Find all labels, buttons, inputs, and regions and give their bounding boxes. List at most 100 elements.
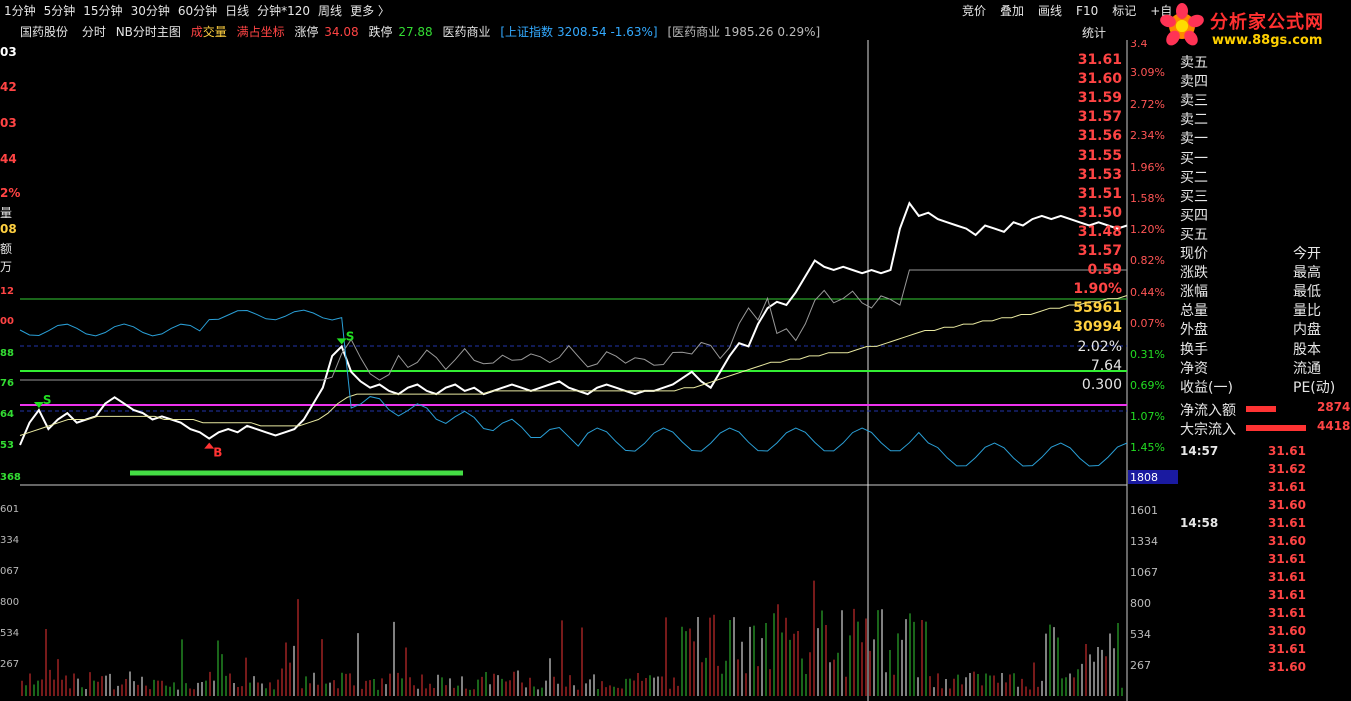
pct-tick-8: 0.44% (1130, 286, 1165, 299)
tick-price: 31.61 (1268, 444, 1306, 458)
tick-time: 14:57 (1180, 444, 1219, 458)
site-logo (1160, 3, 1204, 46)
left-vol-value: 08 (0, 222, 17, 236)
period-tab-2[interactable]: 15分钟 (83, 4, 123, 18)
menu-item-0[interactable]: 竞价 (962, 4, 987, 18)
signal-label-1: B (213, 446, 222, 460)
left-lower-label-3: 76 (0, 378, 14, 389)
left-vol-tick-2: 067 (0, 566, 20, 577)
index-line (19, 309, 1128, 467)
quote-row-right: 最高 (1293, 265, 1321, 282)
quote-row-label: 总量 (1180, 303, 1208, 320)
stats-button[interactable]: 统计 (1082, 26, 1107, 40)
flow-value: 2874 (1317, 400, 1351, 414)
menu-item-2[interactable]: 画线 (1038, 4, 1063, 18)
quote-row-label: 买一 (1180, 150, 1208, 167)
quote-row-value: 0.59 (1087, 262, 1122, 279)
quote-row-value: 31.56 (1077, 128, 1122, 145)
menu-item-4[interactable]: 标记 (1112, 4, 1137, 18)
price-series-0 (19, 201, 1128, 446)
tick-time: 14:58 (1180, 516, 1219, 530)
left-vol-tick-0: 601 (0, 504, 20, 515)
tick-price: 31.60 (1268, 624, 1306, 638)
volume-label[interactable]: 成交量 (191, 25, 227, 39)
period-tab-8[interactable]: 更多 〉 (350, 4, 390, 18)
period-tab-4[interactable]: 60分钟 (177, 4, 218, 18)
quote-row-right: 量比 (1293, 303, 1321, 320)
quote-row-label: 现价 (1180, 246, 1208, 262)
avg-line (20, 269, 1127, 381)
period-tab-3[interactable]: 30分钟 (130, 4, 170, 18)
period-tab-1[interactable]: 5分钟 (43, 4, 76, 18)
left-vol-tick-1: 334 (0, 535, 20, 546)
menu-item-5[interactable]: +自 (1150, 4, 1173, 18)
logo-name: 分析家公式网 (1210, 12, 1324, 33)
volume-scale-label: 1808 (1130, 471, 1158, 484)
flow-label: 净流入额 (1180, 403, 1236, 419)
right-menu: 竞价 叠加 画线 F10 标记 +自 (962, 2, 1186, 19)
index-value: 3208.54 -1.63%] (557, 25, 658, 39)
pct-tick-1: 3.09% (1130, 66, 1165, 79)
quote-row-value: 31.59 (1077, 90, 1122, 107)
period-tab-7[interactable]: 周线 (318, 4, 343, 18)
volume-tick-0: 1601 (1130, 504, 1158, 517)
pct-tick-5: 1.58% (1130, 192, 1165, 205)
quote-row-label: 外盘 (1180, 322, 1208, 339)
volume-label-a: 成 (190, 25, 203, 39)
pct-tick-9: 0.07% (1130, 317, 1165, 330)
quote-row-value: 31.55 (1077, 147, 1122, 164)
quote-row-label: 卖二 (1180, 112, 1208, 129)
left-price-label-1: 42 (0, 80, 17, 94)
signal-label-2: S (43, 393, 52, 407)
quote-row-value: 7.64 (1090, 357, 1122, 374)
sector-value: [医药商业 1985.26 0.29%] (667, 25, 821, 39)
menu-item-3[interactable]: F10 (1076, 4, 1099, 18)
pct-tick-3: 2.34% (1130, 129, 1165, 142)
info-bar: 国药股份 分时 NB分时主图 成交量 满占坐标 涨停 34.08 跌停 27.8… (20, 23, 826, 40)
indicator-label[interactable]: NB分时主图 (115, 25, 181, 39)
period-tab-0[interactable]: 1分钟 (4, 4, 36, 18)
period-tab-5[interactable]: 日线 (225, 4, 250, 18)
left-pct-label: 2% (0, 186, 21, 200)
quote-row-value: 31.53 (1077, 166, 1122, 183)
left-lower-label-0: 12 (0, 286, 14, 297)
tick-price: 31.60 (1268, 660, 1306, 674)
quote-row-right: 最低 (1293, 284, 1321, 301)
index-label: [上证指数 (500, 25, 554, 39)
quote-row-label: 买五 (1180, 226, 1208, 243)
stock-name[interactable]: 国药股份 (20, 25, 69, 39)
quote-panel: 卖五 31.61 卖四 31.60 卖三 31.59 卖二 31.57 卖一 31.56 买一 31.… (1073, 52, 1351, 701)
left-amt-label: 额 (0, 242, 13, 256)
signal-arrow-1 (204, 442, 215, 449)
tick-price: 31.61 (1268, 642, 1306, 656)
pct-tick-7: 0.82% (1130, 254, 1165, 267)
tick-price: 31.61 (1268, 606, 1306, 620)
tick-price: 31.61 (1268, 552, 1306, 566)
left-vol-tick-5: 267 (0, 659, 20, 670)
quote-row-value: 31.48 (1077, 223, 1122, 240)
coord-label[interactable]: 满占坐标 (236, 25, 285, 39)
flow-label: 大宗流入 (1180, 422, 1236, 438)
volume-tick-1: 1334 (1130, 535, 1158, 548)
intraday-chart[interactable]: 3.4 3.09% 2.72% 2.34% 1.96% 1.58% 1.20% 0.82% 0.… (0, 40, 1180, 701)
mode-label[interactable]: 分时 (81, 25, 106, 39)
period-tab-6[interactable]: 分钟*120 (257, 4, 311, 18)
signal-label-0: S (346, 329, 355, 343)
left-axis: 03 42 03 44 2% 量 08 额 万 12 00 88 76 64 5… (0, 40, 21, 700)
quote-row-label: 卖一 (1180, 131, 1208, 148)
quote-row-label: 买四 (1180, 207, 1208, 224)
pct-tick-12: 1.07% (1130, 410, 1165, 423)
logo-url[interactable]: www.88gs.com (1212, 33, 1323, 48)
pct-tick-6: 1.20% (1130, 223, 1165, 236)
left-price-label-0: 03 (0, 45, 17, 59)
quote-row-value: 31.50 (1077, 204, 1122, 221)
menu-item-1[interactable]: 叠加 (1000, 4, 1025, 18)
quote-row-value: 1.90% (1073, 281, 1122, 298)
signal-arrow-2 (33, 402, 44, 408)
volume-label-b: 交量 (202, 25, 227, 39)
left-lower-label-5: 53 (0, 440, 14, 451)
left-vol-label: 量 (0, 206, 13, 220)
pct-tick-4: 1.96% (1130, 161, 1165, 174)
volume-tick-3: 800 (1130, 597, 1151, 610)
quote-row-label: 买二 (1180, 169, 1208, 186)
